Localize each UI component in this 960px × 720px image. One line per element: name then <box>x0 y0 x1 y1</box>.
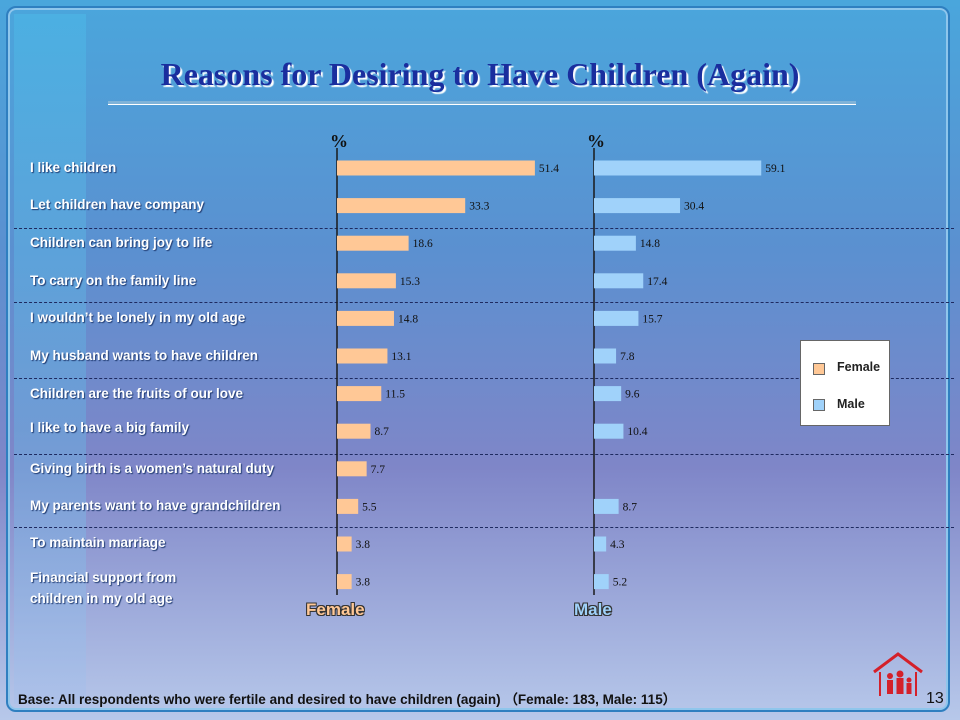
female-value-label-11: 3.8 <box>356 577 371 589</box>
male-value-label-3: 17.4 <box>647 276 667 288</box>
female-bar-2 <box>337 235 409 251</box>
category-label-5: My husband wants to have children <box>30 348 259 363</box>
male-unit-label: % <box>587 131 605 151</box>
male-bar-0 <box>594 160 762 176</box>
legend-swatch-female <box>813 363 825 375</box>
male-bar-6 <box>594 386 622 402</box>
male-value-label-4: 15.7 <box>642 313 662 325</box>
left-decor-strip <box>14 14 86 704</box>
female-bar-11 <box>337 574 352 590</box>
male-value-label-1: 30.4 <box>684 201 704 213</box>
category-label-2: Children can bring joy to life <box>30 235 213 250</box>
page-number: 13 <box>926 690 944 707</box>
category-label-8: Giving birth is a women’s natural duty <box>30 461 275 476</box>
female-value-label-2: 18.6 <box>413 238 433 250</box>
male-bar-10 <box>594 536 607 552</box>
category-label-3: To carry on the family line <box>30 273 197 288</box>
category-label-6: Children are the fruits of our love <box>30 386 244 401</box>
male-value-label-9: 8.7 <box>623 501 638 513</box>
category-label-7: I like to have a big family <box>30 420 190 435</box>
house-family-logo-icon <box>873 652 923 696</box>
male-bar-5 <box>594 348 617 364</box>
group-separator-2 <box>14 378 954 379</box>
male-bar-3 <box>594 273 644 289</box>
female-value-label-1: 33.3 <box>469 201 489 213</box>
male-value-label-11: 5.2 <box>613 577 628 589</box>
female-bar-9 <box>337 498 359 514</box>
male-value-label-2: 14.8 <box>640 238 660 250</box>
base-footnote: Base: All respondents who were fertile a… <box>18 692 677 707</box>
female-bar-3 <box>337 273 396 289</box>
male-value-label-6: 9.6 <box>625 389 640 401</box>
female-value-label-3: 15.3 <box>400 276 420 288</box>
male-value-label-7: 10.4 <box>627 426 647 438</box>
male-bar-9 <box>594 498 619 514</box>
male-value-label-0: 59.1 <box>765 163 785 175</box>
category-label-11: Financial support from children in my ol… <box>30 570 177 606</box>
legend-label-male: Male <box>837 397 865 411</box>
male-panel-label: Male <box>574 600 612 619</box>
category-label-1: Let children have company <box>30 197 205 212</box>
female-value-label-9: 5.5 <box>362 501 377 513</box>
male-bar-7 <box>594 423 624 439</box>
female-value-label-0: 51.4 <box>539 163 559 175</box>
female-bar-8 <box>337 461 367 477</box>
male-value-label-10: 4.3 <box>610 539 625 551</box>
group-separator-4 <box>14 527 954 528</box>
group-separator-1 <box>14 302 954 303</box>
female-value-label-5: 13.1 <box>391 351 411 363</box>
title-underline <box>108 101 856 105</box>
female-value-label-10: 3.8 <box>356 539 371 551</box>
slide-frame <box>6 6 950 712</box>
group-separator-0 <box>14 228 954 229</box>
female-value-label-8: 7.7 <box>371 464 386 476</box>
male-bar-11 <box>594 574 609 590</box>
female-unit-label: % <box>330 131 348 151</box>
female-bar-10 <box>337 536 352 552</box>
group-separator-3 <box>14 454 954 455</box>
female-value-label-6: 11.5 <box>385 389 405 401</box>
legend-swatch-male <box>813 399 825 411</box>
male-bar-4 <box>594 310 639 326</box>
female-bar-0 <box>337 160 535 176</box>
page-title: Reasons for Desiring to Have Children (A… <box>160 56 800 92</box>
category-label-0: I like children <box>30 160 117 175</box>
category-label-10: To maintain marriage <box>30 535 166 550</box>
female-bar-7 <box>337 423 371 439</box>
chart-legend: Female Male <box>800 340 890 426</box>
male-bar-2 <box>594 235 636 251</box>
legend-label-female: Female <box>837 360 881 374</box>
female-value-label-4: 14.8 <box>398 313 418 325</box>
male-bar-1 <box>594 198 681 214</box>
female-value-label-7: 8.7 <box>374 426 389 438</box>
female-panel-label: Female <box>306 600 365 619</box>
male-value-label-5: 7.8 <box>620 351 635 363</box>
female-bar-1 <box>337 198 466 214</box>
female-bar-6 <box>337 386 382 402</box>
female-bar-4 <box>337 310 394 326</box>
female-bar-5 <box>337 348 388 364</box>
category-label-9: My parents want to have grandchildren <box>30 498 281 513</box>
category-label-4: I wouldn’t be lonely in my old age <box>30 310 246 325</box>
